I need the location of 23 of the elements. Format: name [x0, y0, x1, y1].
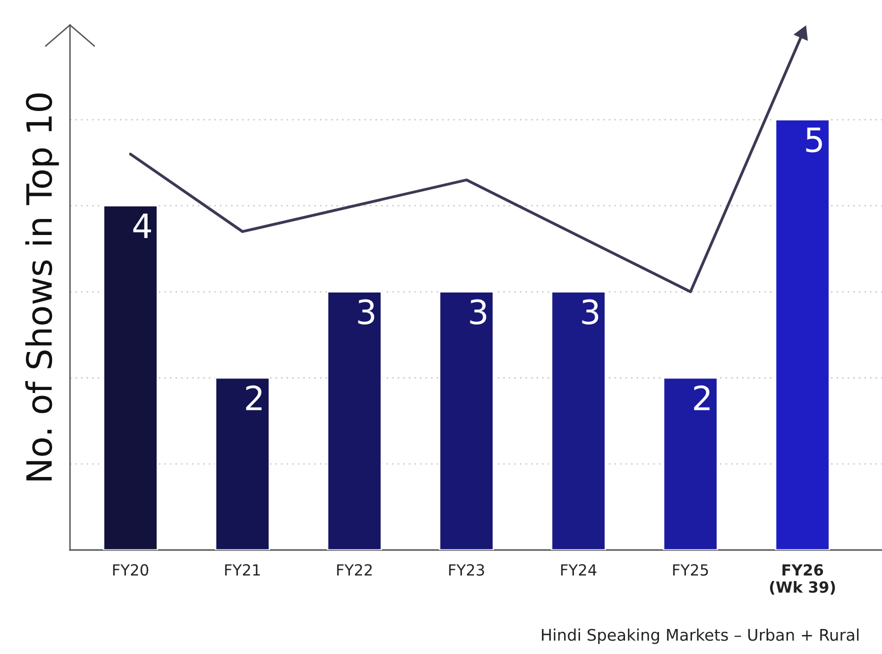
bar — [550, 291, 606, 550]
x-tick-label: FY26 (Wk 39) — [770, 564, 835, 595]
data-label: 3 — [358, 299, 374, 324]
x-tick-label: FY21 — [225, 564, 260, 576]
bar — [774, 118, 830, 550]
text: Hindi Speaking Markets – Urban + Rural — [542, 628, 859, 644]
data-label: 4 — [133, 214, 152, 238]
data-label: 5 — [806, 128, 822, 152]
bar — [214, 377, 270, 550]
bar — [662, 377, 718, 550]
data-label: 2 — [694, 385, 710, 410]
x-tick-label: FY23 — [449, 564, 484, 576]
bar — [102, 205, 158, 550]
bar — [326, 291, 382, 550]
bar — [438, 291, 494, 550]
data-label: 3 — [470, 299, 486, 324]
y-axis-title: No. of Shows in Top 10 — [25, 94, 59, 480]
x-tick-label: FY22 — [337, 564, 372, 576]
x-tick-label: FY20 — [113, 564, 148, 576]
data-label: 3 — [582, 299, 598, 324]
data-label: 2 — [246, 385, 262, 410]
x-tick-label: FY24 — [561, 564, 596, 576]
x-tick-label: FY25 — [673, 564, 708, 576]
